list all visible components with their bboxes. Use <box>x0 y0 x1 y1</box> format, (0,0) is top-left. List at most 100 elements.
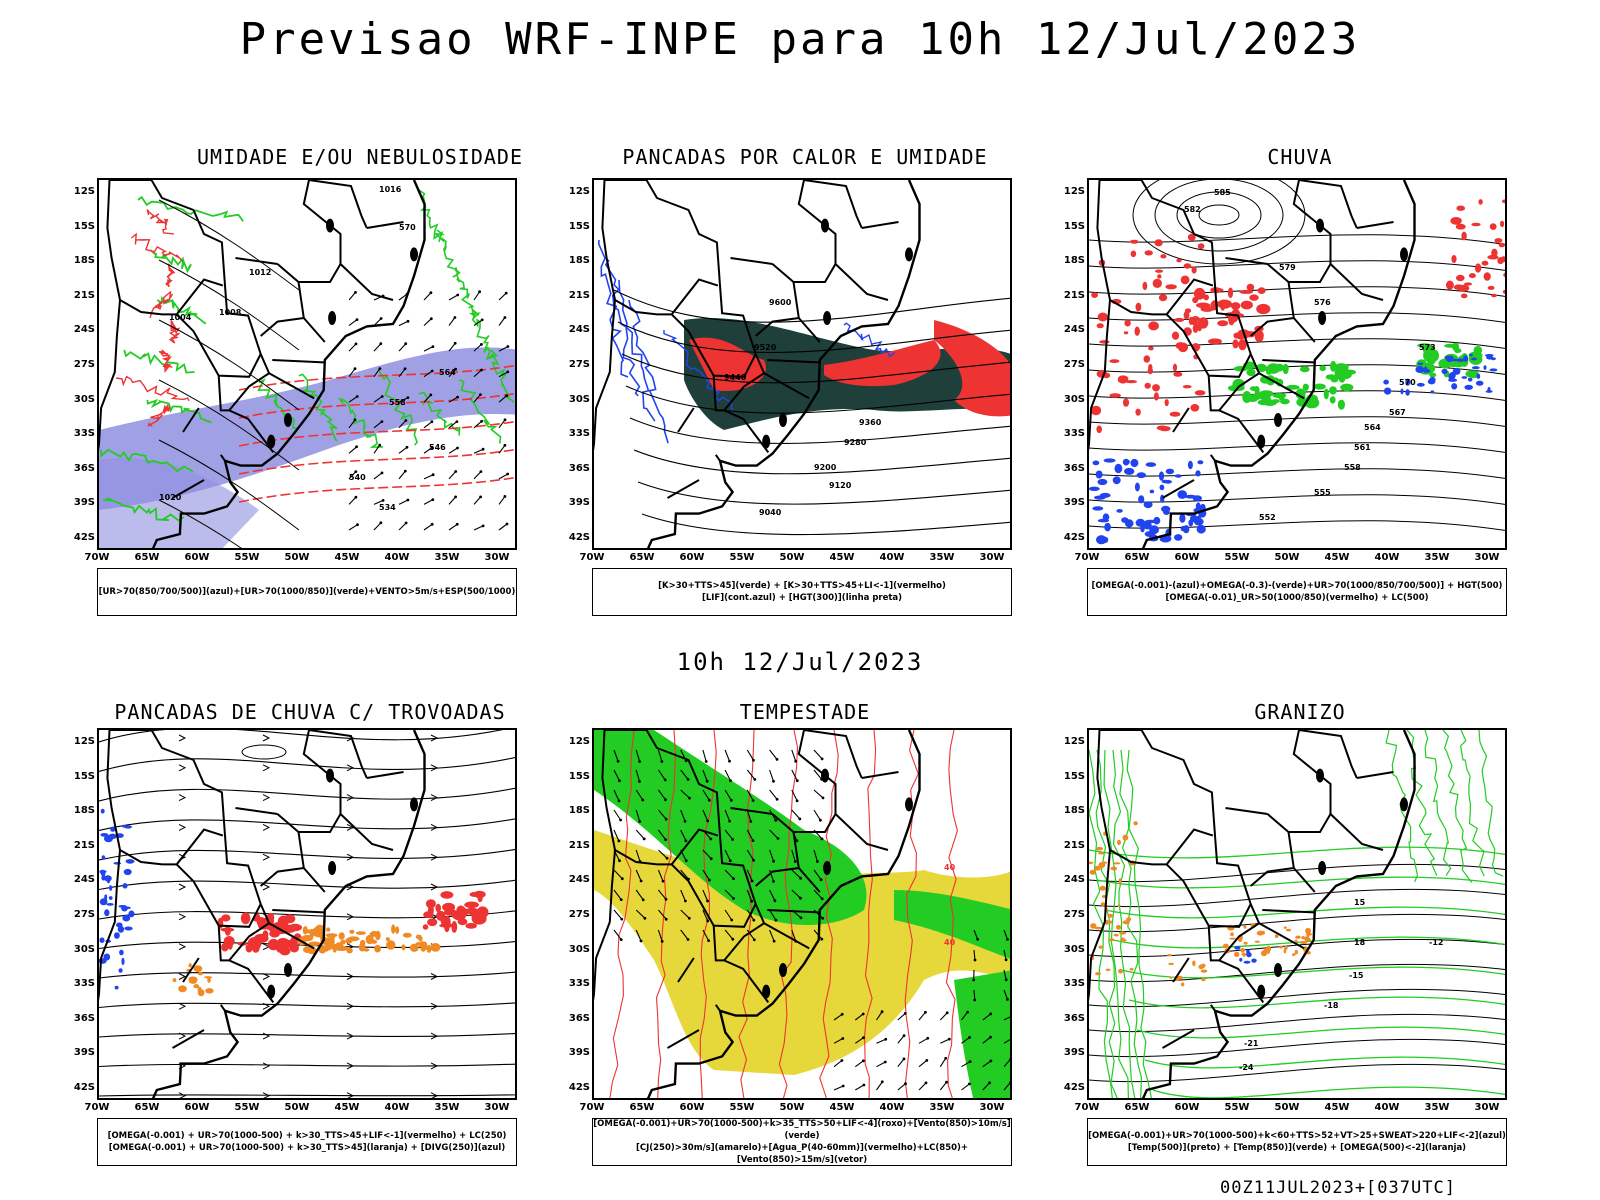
thunderstorm-red <box>288 923 302 932</box>
rain-blue <box>1114 463 1123 474</box>
arrow-head <box>664 897 668 901</box>
stream-arrow <box>430 1092 439 1098</box>
arrow-head <box>380 420 384 423</box>
rain-red <box>1481 260 1489 266</box>
border-line <box>235 257 278 265</box>
rain-red <box>1455 223 1466 230</box>
border-line <box>670 863 757 928</box>
height-contour-black <box>1154 180 1284 252</box>
border-line <box>1293 867 1316 893</box>
rain-blue <box>1122 458 1130 466</box>
arrow-head <box>705 779 709 783</box>
rain-blue <box>1405 389 1410 396</box>
longitude-tick-label: 30W <box>484 1102 510 1113</box>
thunderstorm-red <box>469 892 480 897</box>
wind-vector <box>398 499 409 505</box>
longitude-tick-label: 45W <box>1324 552 1350 563</box>
arrow-head <box>431 498 435 501</box>
border-line <box>308 730 368 779</box>
arrow-head <box>728 819 731 823</box>
rain-red <box>1491 248 1498 257</box>
wind-vector <box>939 1081 947 1091</box>
temp500-contour-black <box>1089 888 1505 908</box>
rain-red <box>1191 266 1197 274</box>
omega-orange <box>1294 939 1298 943</box>
rain-red <box>1197 320 1203 332</box>
rain-red <box>1176 258 1182 263</box>
border-line <box>767 359 819 364</box>
arrow-head <box>379 342 383 346</box>
rain-green <box>1260 375 1273 384</box>
wind-vector <box>680 889 686 902</box>
arrow-head <box>752 858 755 862</box>
omega-orange <box>1230 932 1234 937</box>
wind-vector <box>423 474 434 480</box>
thunderstorm-red <box>290 936 297 947</box>
wind-vector <box>746 809 752 822</box>
arrow-head <box>639 879 643 883</box>
lake <box>1257 434 1266 449</box>
rain-red <box>1097 312 1108 322</box>
rain-blue <box>1188 519 1194 527</box>
wind-vector <box>448 447 458 454</box>
omega-orange <box>1295 935 1301 939</box>
stream-arrow <box>178 1032 187 1040</box>
latitude-tick-label: 12S <box>1063 736 1085 747</box>
humidity-blob-blue <box>99 458 259 548</box>
streamline-black <box>99 848 515 861</box>
contour-label: 582 <box>1184 205 1201 214</box>
stream-arrow <box>178 794 187 802</box>
contour-label: 9600 <box>769 298 792 307</box>
border-line <box>366 771 404 779</box>
arrow-head <box>706 819 710 823</box>
arrow-head <box>506 472 510 476</box>
rain-red <box>1124 319 1131 327</box>
height-contour-black <box>1089 494 1505 505</box>
longitude-tick-label: 35W <box>434 1102 460 1113</box>
arrow-head <box>944 1056 948 1060</box>
thunderstorm-orange <box>358 942 366 952</box>
wind-vector <box>897 1012 906 1021</box>
temp850-contour-green <box>1126 749 1152 1098</box>
omega-orange <box>1096 846 1103 851</box>
wind-vector <box>448 496 457 505</box>
arrow-head <box>479 495 482 499</box>
legend-text: [OMEGA(-0.001)+UR>70(1000-500)+k>35_TTS>… <box>593 1119 1011 1141</box>
stream-arrow <box>430 1032 439 1040</box>
arrow-head <box>379 521 383 525</box>
divergence-blue <box>109 885 113 891</box>
wind-vector <box>473 496 482 505</box>
border-line <box>272 359 324 364</box>
omega-orange <box>1294 949 1298 955</box>
panel-title: TEMPESTADE <box>739 700 871 724</box>
rain-red <box>1494 238 1503 243</box>
divergence-blue <box>122 824 127 828</box>
arrow-head <box>819 818 822 822</box>
rain-blue <box>1195 470 1201 477</box>
arrow-head <box>903 1012 907 1015</box>
arrow-head <box>772 879 775 883</box>
arrow-head <box>750 879 754 883</box>
border-line <box>172 1029 205 1049</box>
rain-red <box>1193 287 1206 300</box>
rain-red <box>1474 263 1482 273</box>
wind-vector <box>833 1060 843 1068</box>
stream-arrow <box>346 853 355 861</box>
temp850-contour-green <box>1136 1026 1505 1039</box>
wind-vector <box>373 368 381 378</box>
wind-vector <box>398 320 409 327</box>
latitude-tick-label: 12S <box>1063 186 1085 197</box>
wind-vector <box>854 1037 864 1044</box>
wind-vector <box>1003 989 1009 1000</box>
longitude-tick-label: 30W <box>979 1102 1005 1113</box>
rain-red <box>1456 205 1465 211</box>
arrow-head <box>799 916 803 920</box>
lake <box>1318 311 1327 325</box>
wind-vector <box>448 317 456 326</box>
arrow-head <box>481 447 485 451</box>
border-line <box>1099 730 1265 1003</box>
divergence-blue <box>100 833 109 837</box>
omega-orange <box>1283 926 1287 929</box>
arrow-head <box>431 473 435 477</box>
